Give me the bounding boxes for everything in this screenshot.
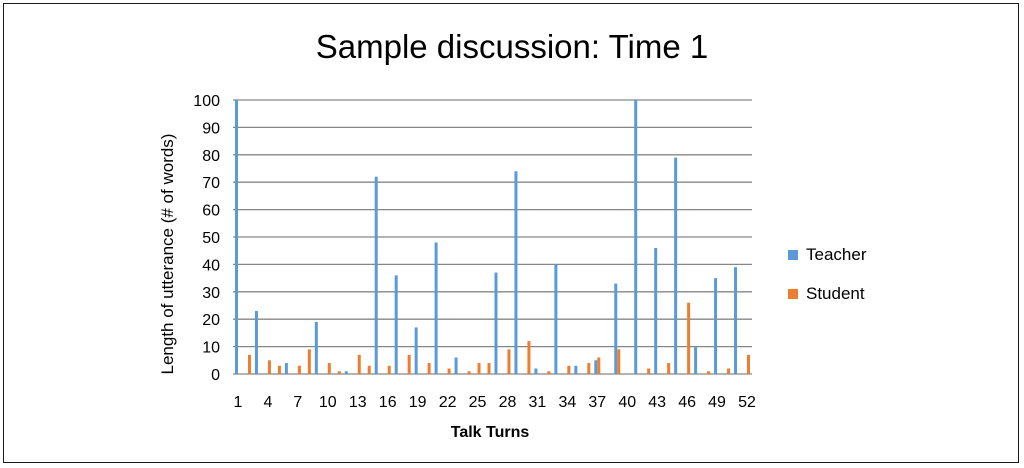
bar-student-11 [337,371,341,374]
y-tick-label-10: 10 [202,340,220,357]
bar-student-42 [647,368,651,374]
x-tick-label-19: 19 [409,394,427,411]
bar-student-2 [247,354,251,374]
bar-teacher-35 [574,365,578,374]
bar-student-10 [327,363,331,374]
bar-student-13 [357,354,361,374]
x-tick-label-49: 49 [708,394,726,411]
legend-label-teacher: Teacher [806,245,867,264]
bar-student-44 [667,363,671,374]
bar-teacher-31 [534,368,538,374]
x-tick-label-10: 10 [319,394,337,411]
bar-student-5 [277,365,281,374]
bar-student-28 [507,349,511,374]
chart-frame [3,3,1019,463]
bar-student-25 [477,363,481,374]
bar-student-24 [467,371,471,374]
bar-student-34 [567,365,571,374]
bar-teacher-29 [514,171,518,374]
bar-student-14 [367,365,371,374]
bar-student-50 [727,368,731,374]
y-tick-label-80: 80 [202,148,220,165]
x-tick-label-37: 37 [588,394,606,411]
y-tick-label-70: 70 [202,175,220,192]
y-tick-label-90: 90 [202,120,220,137]
x-tick-label-1: 1 [234,394,243,411]
bar-student-7 [297,365,301,374]
x-tick-label-4: 4 [263,394,272,411]
bar-student-37 [597,357,601,374]
bar-teacher-41 [634,100,638,374]
x-axis-label: Talk Turns [450,424,530,441]
bar-teacher-19 [414,327,418,374]
bar-teacher-12 [344,371,348,374]
bar-teacher-15 [374,176,378,374]
bar-student-48 [707,371,711,374]
bar-student-52 [747,354,751,374]
bar-teacher-6 [284,363,288,374]
bar-student-36 [587,363,591,374]
x-tick-label-22: 22 [439,394,457,411]
y-tick-label-60: 60 [202,203,220,220]
x-tick-label-31: 31 [529,394,547,411]
bar-teacher-17 [394,275,398,374]
bar-student-4 [267,360,271,374]
bar-student-8 [307,349,311,374]
bar-student-18 [407,354,411,374]
legend-item-student: Student [788,284,865,304]
x-tick-label-13: 13 [349,394,367,411]
bar-teacher-21 [434,242,438,374]
bar-teacher-39 [614,283,618,374]
bar-teacher-23 [454,357,458,374]
bar-teacher-1 [234,100,238,374]
bar-teacher-27 [494,272,498,374]
x-tick-label-7: 7 [293,394,302,411]
legend-item-teacher: Teacher [788,245,866,265]
y-tick-label-40: 40 [202,257,220,274]
bar-teacher-9 [314,321,318,374]
bar-teacher-45 [674,157,678,374]
bar-teacher-37 [594,360,598,374]
bar-teacher-51 [734,267,738,374]
x-tick-label-46: 46 [678,394,696,411]
bar-student-20 [427,363,431,374]
bar-student-22 [447,368,451,374]
x-tick-label-52: 52 [738,394,756,411]
bar-student-39 [617,349,621,374]
bar-teacher-43 [654,247,658,374]
x-tick-label-16: 16 [379,394,397,411]
bar-teacher-49 [714,278,718,374]
bar-teacher-47 [694,346,698,374]
y-tick-label-20: 20 [202,312,220,329]
bar-student-32 [547,371,551,374]
y-tick-label-100: 100 [193,93,220,110]
bar-student-46 [687,302,691,374]
x-tick-label-34: 34 [558,394,576,411]
y-tick-label-50: 50 [202,230,220,247]
bar-student-30 [527,341,531,374]
x-tick-label-43: 43 [648,394,666,411]
x-tick-label-25: 25 [469,394,487,411]
chart-title: Sample discussion: Time 1 [315,28,709,65]
bar-student-16 [387,365,391,374]
y-tick-label-0: 0 [211,367,220,384]
legend-label-student: Student [806,284,865,303]
x-tick-label-28: 28 [499,394,517,411]
bar-teacher-33 [554,264,558,374]
bar-student-26 [487,363,491,374]
y-tick-label-30: 30 [202,285,220,302]
x-tick-label-40: 40 [618,394,636,411]
legend-swatch-teacher [788,250,798,260]
legend-swatch-student [788,289,798,299]
bar-teacher-3 [254,310,258,374]
